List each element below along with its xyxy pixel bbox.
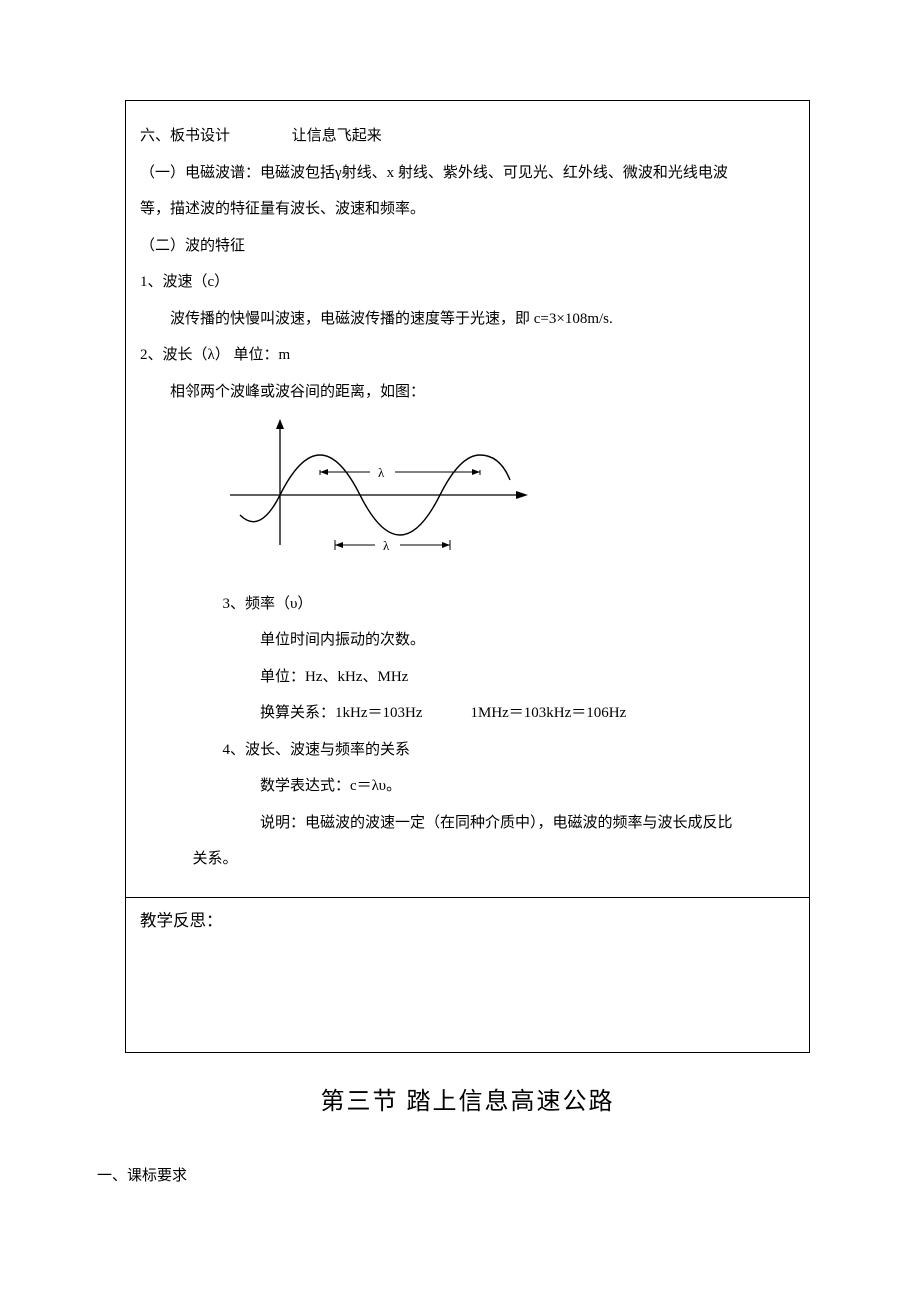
teaching-reflection-box: 教学反思： — [125, 898, 810, 1053]
lesson-title: 让信息飞起来 — [292, 119, 382, 154]
line-speed-desc: 波传播的快慢叫波速，电磁波传播的速度等于光速，即 c=3×108m/s. — [140, 302, 795, 337]
line-title: 六、板书设计 让信息飞起来 — [140, 119, 795, 154]
line-spectrum-2: 等，描述波的特征量有波长、波速和频率。 — [140, 192, 795, 227]
line-frequency-unit: 单位：Hz、kHz、MHz — [140, 660, 795, 695]
section-six-label: 六、板书设计 — [140, 128, 230, 144]
line-wavelength-desc: 相邻两个波峰或波谷间的距离，如图： — [140, 375, 795, 410]
wave-diagram: λ λ — [220, 415, 795, 579]
line-relation-note-1: 说明：电磁波的波速一定（在同种介质中），电磁波的频率与波长成反比 — [140, 806, 795, 841]
conv-part-b: 1MHz＝103kHz＝106Hz — [470, 705, 626, 721]
line-frequency-heading: 3、频率（υ） — [140, 587, 795, 622]
svg-text:λ: λ — [378, 465, 385, 480]
reflection-label: 教学反思： — [140, 911, 223, 930]
next-section-title: 第三节 踏上信息高速公路 — [125, 1081, 810, 1116]
line-spectrum-1: （一）电磁波谱：电磁波包括γ射线、x 射线、紫外线、可见光、红外线、微波和光线电… — [140, 156, 795, 191]
line-wave-features: （二）波的特征 — [140, 229, 795, 264]
line-frequency-desc: 单位时间内振动的次数。 — [140, 623, 795, 658]
conv-part-a: 换算关系：1kHz＝103Hz — [260, 705, 422, 721]
line-relation-formula: 数学表达式：c＝λυ。 — [140, 769, 795, 804]
line-frequency-conv: 换算关系：1kHz＝103Hz 1MHz＝103kHz＝106Hz — [140, 696, 795, 731]
line-speed-heading: 1、波速（c） — [140, 265, 795, 300]
svg-text:λ: λ — [383, 538, 390, 553]
wave-svg: λ λ — [220, 415, 540, 565]
curriculum-requirement-heading: 一、课标要求 — [97, 1164, 810, 1185]
line-relation-heading: 4、波长、波速与频率的关系 — [140, 733, 795, 768]
line-wavelength-heading: 2、波长（λ） 单位：m — [140, 338, 795, 373]
line-relation-note-2: 关系。 — [140, 842, 795, 877]
lesson-summary-box: 六、板书设计 让信息飞起来 （一）电磁波谱：电磁波包括γ射线、x 射线、紫外线、… — [125, 100, 810, 898]
